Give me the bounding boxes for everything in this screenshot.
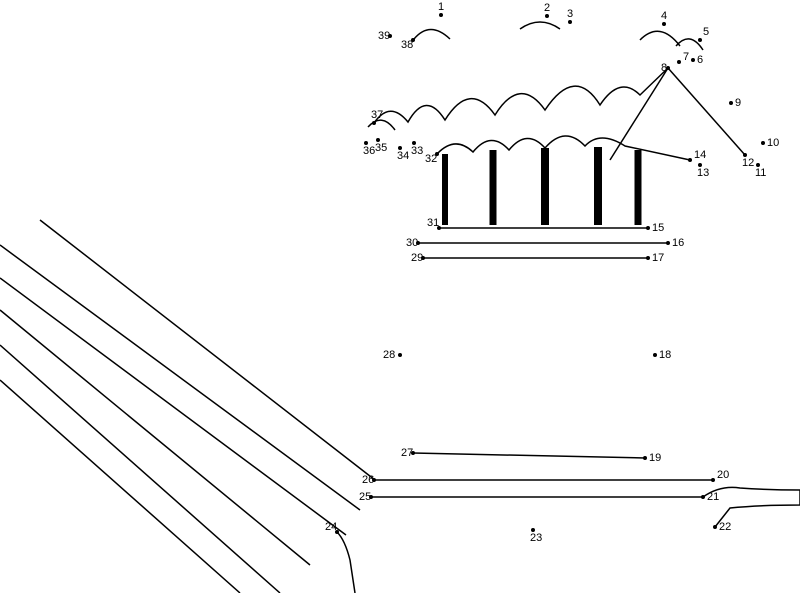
dot-label-34: 34 [397, 150, 409, 162]
dot-label-37: 37 [371, 109, 383, 121]
dot-1 [439, 13, 443, 17]
dot-label-25: 25 [359, 491, 371, 503]
dot-label-2: 2 [544, 2, 550, 14]
roof-wave-bottom [437, 136, 690, 160]
ramp-slat [0, 310, 310, 565]
dot-label-35: 35 [375, 142, 387, 154]
dot-10 [761, 141, 765, 145]
dot-label-3: 3 [567, 8, 573, 20]
dot-15 [646, 226, 650, 230]
dot-label-5: 5 [703, 26, 709, 38]
ramp-slat [40, 220, 375, 480]
roof-wave-top [374, 68, 668, 123]
dot-14 [688, 158, 692, 162]
dot-label-28: 28 [383, 349, 395, 361]
dot-6 [691, 58, 695, 62]
dot-16 [666, 241, 670, 245]
post [541, 148, 549, 225]
dot-label-6: 6 [697, 54, 703, 66]
dot-9 [729, 101, 733, 105]
dot-label-19: 19 [649, 452, 661, 464]
dot-label-15: 15 [652, 222, 664, 234]
dot-label-16: 16 [672, 237, 684, 249]
dot-label-31: 31 [427, 217, 439, 229]
dot-label-17: 17 [652, 252, 664, 264]
dot-label-29: 29 [411, 252, 423, 264]
dot-to-dot-scene: 1234567891011121314151617181920212223242… [0, 0, 800, 593]
ridge-arc [640, 31, 680, 46]
left-wall [337, 532, 355, 593]
dot-22 [713, 525, 717, 529]
dot-label-9: 9 [735, 97, 741, 109]
dot-label-26: 26 [362, 474, 374, 486]
post [635, 150, 642, 225]
dot-label-11: 11 [755, 167, 766, 179]
dot-label-27: 27 [401, 447, 413, 459]
ridge-arc [414, 30, 450, 40]
dot-label-22: 22 [719, 521, 731, 533]
dot-5 [698, 38, 702, 42]
dot-label-33: 33 [411, 145, 423, 157]
dot-17 [646, 256, 650, 260]
dot-label-36: 36 [363, 145, 375, 157]
ridge-arc [368, 120, 395, 130]
gable-right [668, 68, 745, 155]
dot-label-24: 24 [325, 521, 337, 533]
dot-label-21: 21 [707, 491, 719, 503]
dot-label-14: 14 [694, 149, 706, 161]
drawn-lines [0, 22, 800, 593]
dot-label-38: 38 [401, 39, 413, 51]
dot-label-12: 12 [742, 157, 754, 169]
dot-18 [653, 353, 657, 357]
dot-20 [711, 478, 715, 482]
post [442, 154, 448, 225]
ramp-slat [0, 380, 240, 593]
ridge-arc [520, 22, 560, 29]
dots-group: 1234567891011121314151617181920212223242… [325, 1, 779, 544]
post [490, 150, 497, 225]
ramp-slat [0, 245, 360, 510]
dot-label-30: 30 [406, 237, 418, 249]
dot-label-13: 13 [697, 167, 709, 179]
dot-4 [662, 22, 666, 26]
gable-left [610, 68, 668, 160]
dot-19 [643, 456, 647, 460]
dot-7 [677, 60, 681, 64]
dot-label-7: 7 [683, 51, 689, 63]
dot-label-8: 8 [661, 62, 667, 74]
ramp-slat [0, 278, 346, 535]
dot-label-18: 18 [659, 349, 671, 361]
dot-label-4: 4 [661, 10, 667, 22]
dot-28 [398, 353, 402, 357]
dot-label-10: 10 [767, 137, 779, 149]
dot-37 [372, 121, 376, 125]
dot-label-20: 20 [717, 469, 729, 481]
dot-label-1: 1 [438, 1, 444, 13]
base-line [413, 453, 645, 458]
dot-21 [701, 495, 705, 499]
dot-3 [568, 20, 572, 24]
dot-label-23: 23 [530, 532, 542, 544]
dot-label-39: 39 [378, 30, 390, 42]
dot-2 [545, 14, 549, 18]
post [594, 147, 602, 225]
dot-label-32: 32 [425, 153, 437, 165]
